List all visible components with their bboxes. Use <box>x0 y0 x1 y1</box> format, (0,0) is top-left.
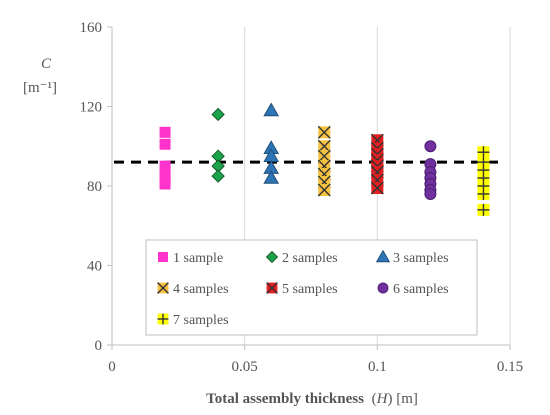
legend-label-6: 6 samples <box>393 282 449 297</box>
legend-box <box>145 239 478 336</box>
data-points <box>159 102 490 216</box>
legend-label-3: 3 samples <box>393 251 449 266</box>
point-s2-1 <box>211 107 225 122</box>
x-axis-label: Total assembly thickness (H) [m] <box>206 391 418 407</box>
point-s1-2 <box>159 138 171 150</box>
axes <box>107 26 511 350</box>
point-s3-1 <box>263 102 280 117</box>
legend-label-1: 1 sample <box>173 251 223 266</box>
point-s4-7 <box>317 183 331 197</box>
x-tick-label-2: 0.1 <box>368 359 387 375</box>
x-axis-label-bold: Total assembly thickness <box>206 391 364 407</box>
point-s5-8 <box>370 181 384 195</box>
legend-marker-5 <box>266 282 278 294</box>
point-s2-4 <box>211 169 225 183</box>
point-s3-5 <box>263 170 280 184</box>
legend-marker-3 <box>375 249 391 263</box>
legend-label-4: 4 samples <box>173 282 229 297</box>
legend-label-5: 5 samples <box>282 282 338 297</box>
point-s1-1 <box>159 126 171 138</box>
point-s6-7 <box>424 187 437 200</box>
legend: 1 sample 2 samples 3 samples 4 samples 5 sam… <box>145 239 478 336</box>
legend-label-7: 7 samples <box>173 313 229 328</box>
legend-marker-6 <box>377 282 389 294</box>
tick-labels: 0 40 80 120 160 0 0.05 0.1 0.15 <box>80 20 524 375</box>
x-axis-label-variable: H <box>376 391 389 407</box>
x-axis-label-open: ( <box>372 391 377 407</box>
x-tick-label-1: 0.05 <box>232 359 258 375</box>
point-s1-6 <box>159 178 171 190</box>
y-axis-label-unit: [m⁻¹] <box>23 80 57 96</box>
y-tick-label-3: 120 <box>80 100 103 116</box>
legend-marker-2 <box>265 250 279 264</box>
x-axis-label-unit: ) [m] <box>388 391 418 407</box>
point-s7-6 <box>477 187 490 200</box>
legend-marker-7 <box>157 313 169 325</box>
x-tick-label-0: 0 <box>108 359 116 375</box>
legend-marker-1 <box>158 252 168 262</box>
point-s4-1 <box>317 125 331 139</box>
y-tick-label-2: 80 <box>87 179 102 195</box>
y-tick-label-0: 0 <box>95 338 103 354</box>
legend-label-2: 2 samples <box>282 251 338 266</box>
x-tick-label-3: 0.15 <box>497 359 523 375</box>
point-s7-7 <box>477 203 490 216</box>
y-axis-label-variable: C <box>41 56 52 72</box>
y-tick-label-4: 160 <box>80 20 103 36</box>
y-tick-label-1: 40 <box>87 259 102 275</box>
legend-marker-4 <box>157 282 169 294</box>
point-s6-1 <box>424 140 437 153</box>
